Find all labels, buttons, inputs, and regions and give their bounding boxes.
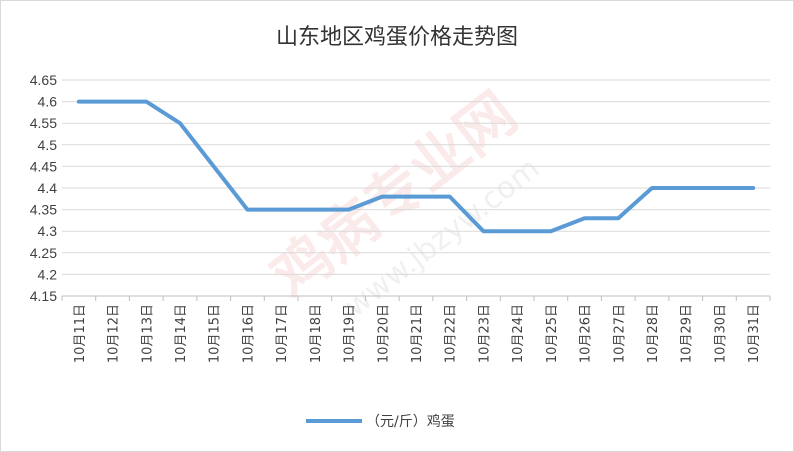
x-tick-label: 10月16日 [241,304,256,363]
series-layer [76,99,756,234]
y-tick-label: 4.55 [30,115,57,131]
x-tick-label: 10月15日 [208,304,223,363]
x-tick-label: 10月31日 [747,304,762,363]
y-tick-label: 4.4 [38,180,58,196]
legend: （元/斤）鸡蛋 [306,413,455,430]
y-axis-ticks: 4.15 4.2 4.25 4.3 4.35 4.4 4.45 4.5 4.55 4.6 4.65 [30,72,57,304]
y-tick-label: 4.3 [38,223,58,239]
series-line [76,99,756,234]
y-tick-label: 4.15 [30,288,57,304]
y-tick-label: 4.5 [38,137,58,153]
x-tick-label: 10月22日 [444,304,459,363]
x-tick-label: 10月19日 [343,304,358,363]
x-tick-label: 10月24日 [511,304,526,363]
x-tick-label: 10月30日 [713,304,728,363]
legend-label: （元/斤）鸡蛋 [366,413,455,430]
x-tick-label: 10月20日 [376,304,391,363]
y-tick-label: 4.45 [30,158,57,174]
y-tick-label: 4.6 [38,94,58,110]
y-tick-label: 4.25 [30,245,57,261]
x-tick-label: 10月27日 [612,304,627,363]
x-tick-label: 10月29日 [680,304,695,363]
y-tick-label: 4.2 [38,266,58,282]
x-tick-label: 10月14日 [174,304,189,363]
x-axis-ticks: 10月11日 10月12日 10月13日 10月14日 10月15日 10月16日 10月1… [61,296,771,363]
y-tick-label: 4.35 [30,202,57,218]
x-tick-label: 10月23日 [477,304,492,363]
x-tick-label: 10月13日 [140,304,155,363]
x-tick-label: 10月12日 [107,304,122,363]
x-tick-label: 10月21日 [410,304,425,363]
chart-title: 山东地区鸡蛋价格走势图 [276,25,518,50]
y-tick-label: 4.65 [30,72,57,88]
x-tick-label: 10月17日 [275,304,290,363]
x-tick-label: 10月26日 [579,304,594,363]
x-tick-label: 10月11日 [73,304,88,363]
x-tick-label: 10月18日 [309,304,324,363]
x-tick-label: 10月28日 [646,304,661,363]
x-tick-label: 10月25日 [545,304,560,363]
